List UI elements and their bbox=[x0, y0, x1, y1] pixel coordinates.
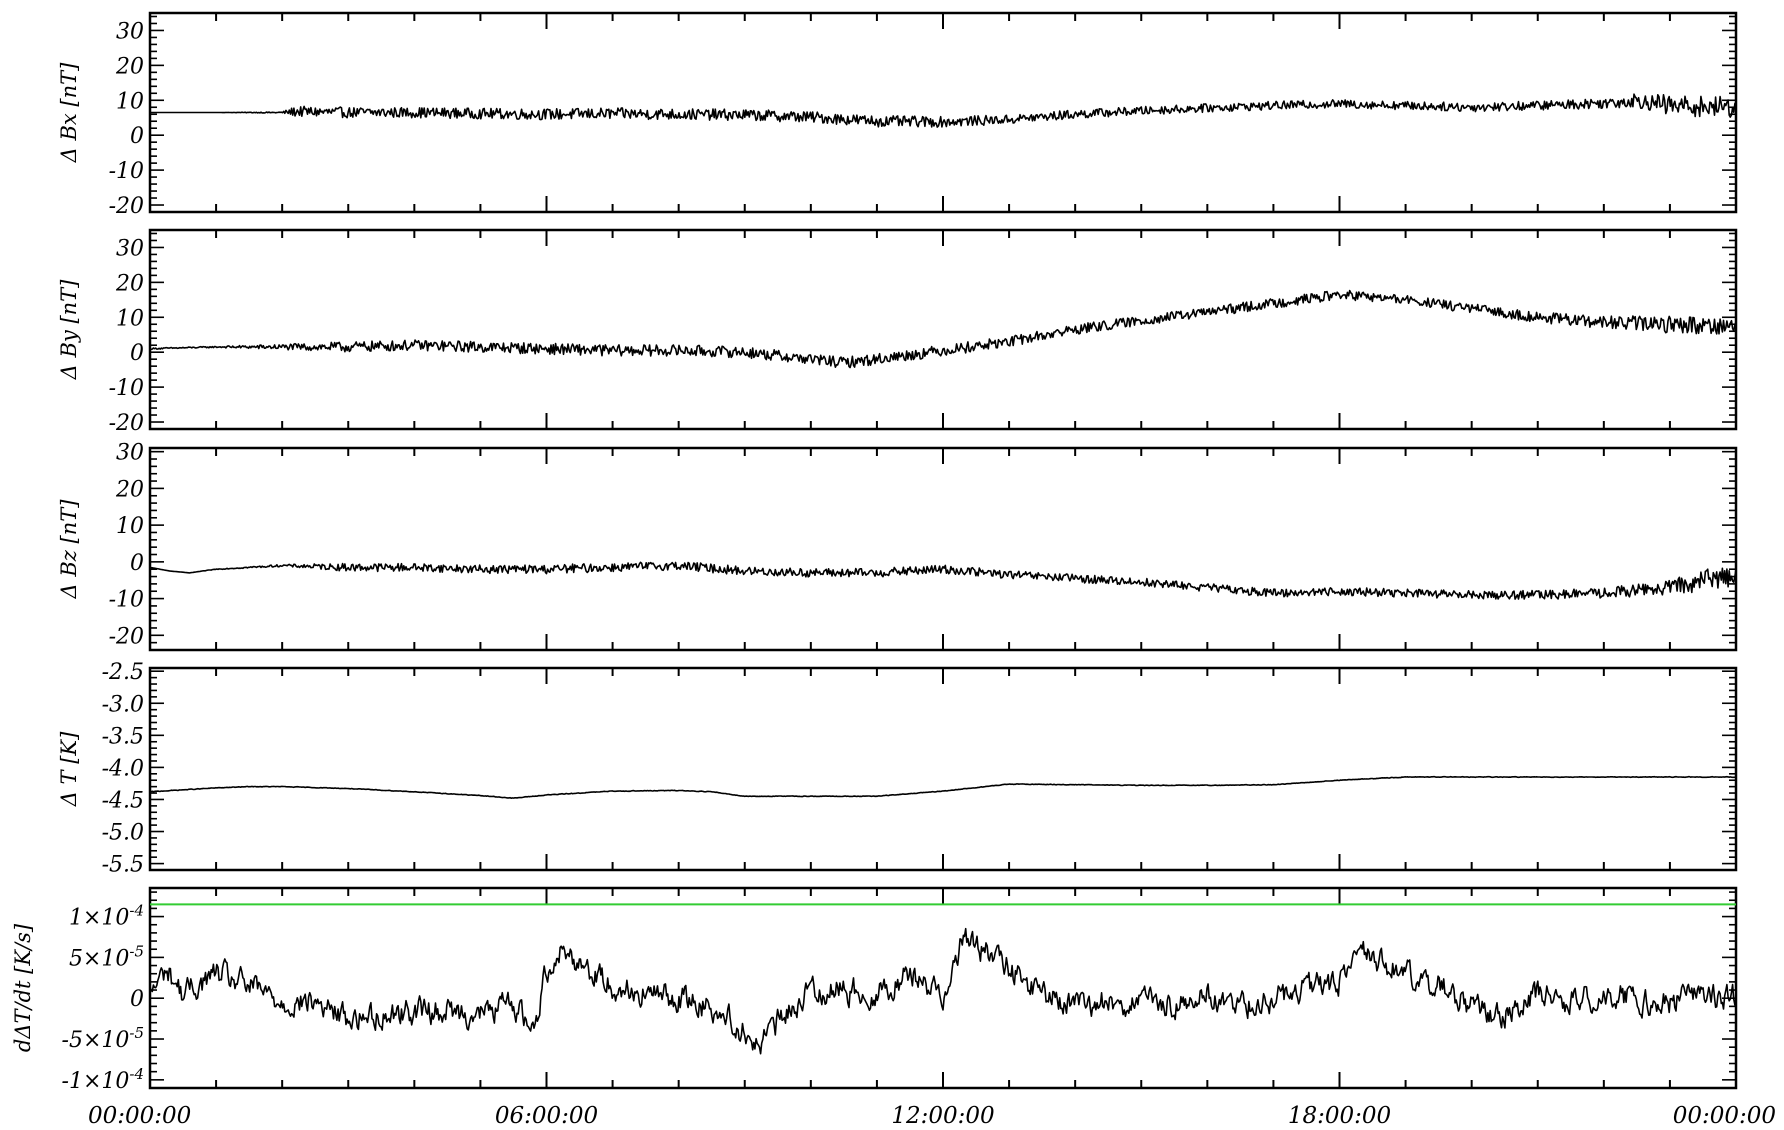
panel-by: 30 20 10 0 -10 -20 Δ By [nT] bbox=[57, 228, 1738, 436]
by-y-tick-label: 0 bbox=[130, 341, 144, 366]
x-tick-label: 00:00:00 bbox=[1673, 1103, 1776, 1129]
temperature-rate-y-axis-label: dΔT/dt [K/s] bbox=[11, 923, 35, 1052]
bx-y-tick-label: -10 bbox=[109, 159, 144, 184]
temperature-rate-plot-frame bbox=[148, 886, 1738, 1090]
temperature-y-tick-label: -5.5 bbox=[102, 853, 144, 878]
temperature-rate-series-line bbox=[149, 927, 1737, 1055]
temperature-rate-y-tick-label: 1×10-4 bbox=[69, 902, 144, 931]
by-y-tick-label: 20 bbox=[115, 271, 144, 296]
panel-bx: 30 20 10 0 -10 -20 Δ Bx [nT] bbox=[57, 11, 1738, 219]
bx-y-tick-label: 10 bbox=[116, 89, 144, 114]
bx-y-tick-label: 20 bbox=[115, 54, 144, 79]
temperature-plot-frame bbox=[148, 666, 1738, 872]
temperature-y-tick-label: -5.0 bbox=[102, 821, 144, 846]
panel-temperature-rate: 1×10-4 5×10-5 0 -5×10-5 -1×10-4 dΔT/dt [K/s] bbox=[11, 886, 1738, 1094]
panel-bz: 30 20 10 0 -10 -20 Δ Bz [nT] bbox=[57, 441, 1738, 652]
bx-y-tick-label: -20 bbox=[109, 194, 144, 219]
bz-y-tick-label: -10 bbox=[109, 588, 144, 613]
temperature-rate-y-tick-label: -5×10-5 bbox=[62, 1024, 144, 1053]
bz-y-tick-label: 30 bbox=[116, 441, 144, 466]
temperature-y-tick-label: -2.5 bbox=[102, 660, 144, 685]
temperature-series-line bbox=[150, 775, 1737, 800]
x-tick-label: 00:00:00 bbox=[88, 1103, 191, 1129]
bx-series-line bbox=[150, 93, 1737, 128]
by-y-tick-label: 30 bbox=[116, 236, 144, 261]
bz-y-tick-label: 10 bbox=[116, 514, 144, 539]
by-series-line bbox=[149, 289, 1737, 369]
by-plot-frame bbox=[148, 228, 1738, 431]
bx-y-tick-label: 30 bbox=[116, 19, 144, 44]
by-y-tick-label: 10 bbox=[116, 306, 144, 331]
temperature-y-tick-label: -3.0 bbox=[102, 692, 144, 717]
x-tick-label: 06:00:00 bbox=[495, 1103, 598, 1129]
by-y-axis-label: Δ By [nT] bbox=[57, 279, 81, 381]
bz-series-line bbox=[149, 561, 1737, 600]
temperature-y-tick-label: -3.5 bbox=[102, 724, 144, 749]
temperature-rate-y-tick-label: -1×10-4 bbox=[62, 1065, 144, 1094]
bz-plot-frame bbox=[148, 446, 1738, 652]
x-axis-time-labels: 00:00:00 06:00:00 12:00:00 18:00:00 00:00:00 bbox=[88, 1103, 1776, 1129]
temperature-y-axis-label: Δ T [K] bbox=[57, 731, 81, 807]
bx-y-tick-label: 0 bbox=[130, 124, 144, 149]
x-tick-label: 12:00:00 bbox=[891, 1103, 994, 1129]
bz-y-tick-label: 0 bbox=[130, 551, 144, 576]
panel-temperature: -2.5 -3.0 -3.5 -4.0 -4.5 -5.0 -5.5 Δ T [K] bbox=[57, 660, 1738, 878]
bz-y-axis-label: Δ Bz [nT] bbox=[57, 499, 81, 600]
temperature-rate-y-tick-label: 5×10-5 bbox=[69, 942, 144, 971]
bz-y-tick-label: -20 bbox=[109, 624, 144, 649]
temperature-y-tick-label: -4.0 bbox=[102, 756, 144, 781]
temperature-rate-y-tick-label: 0 bbox=[130, 987, 144, 1012]
by-y-tick-label: -10 bbox=[109, 376, 144, 401]
by-y-tick-label: -20 bbox=[109, 411, 144, 436]
bz-y-tick-label: 20 bbox=[115, 477, 144, 502]
x-tick-label: 18:00:00 bbox=[1288, 1103, 1391, 1129]
temperature-y-tick-label: -4.5 bbox=[102, 788, 144, 813]
bx-y-axis-label: Δ Bx [nT] bbox=[57, 62, 81, 164]
